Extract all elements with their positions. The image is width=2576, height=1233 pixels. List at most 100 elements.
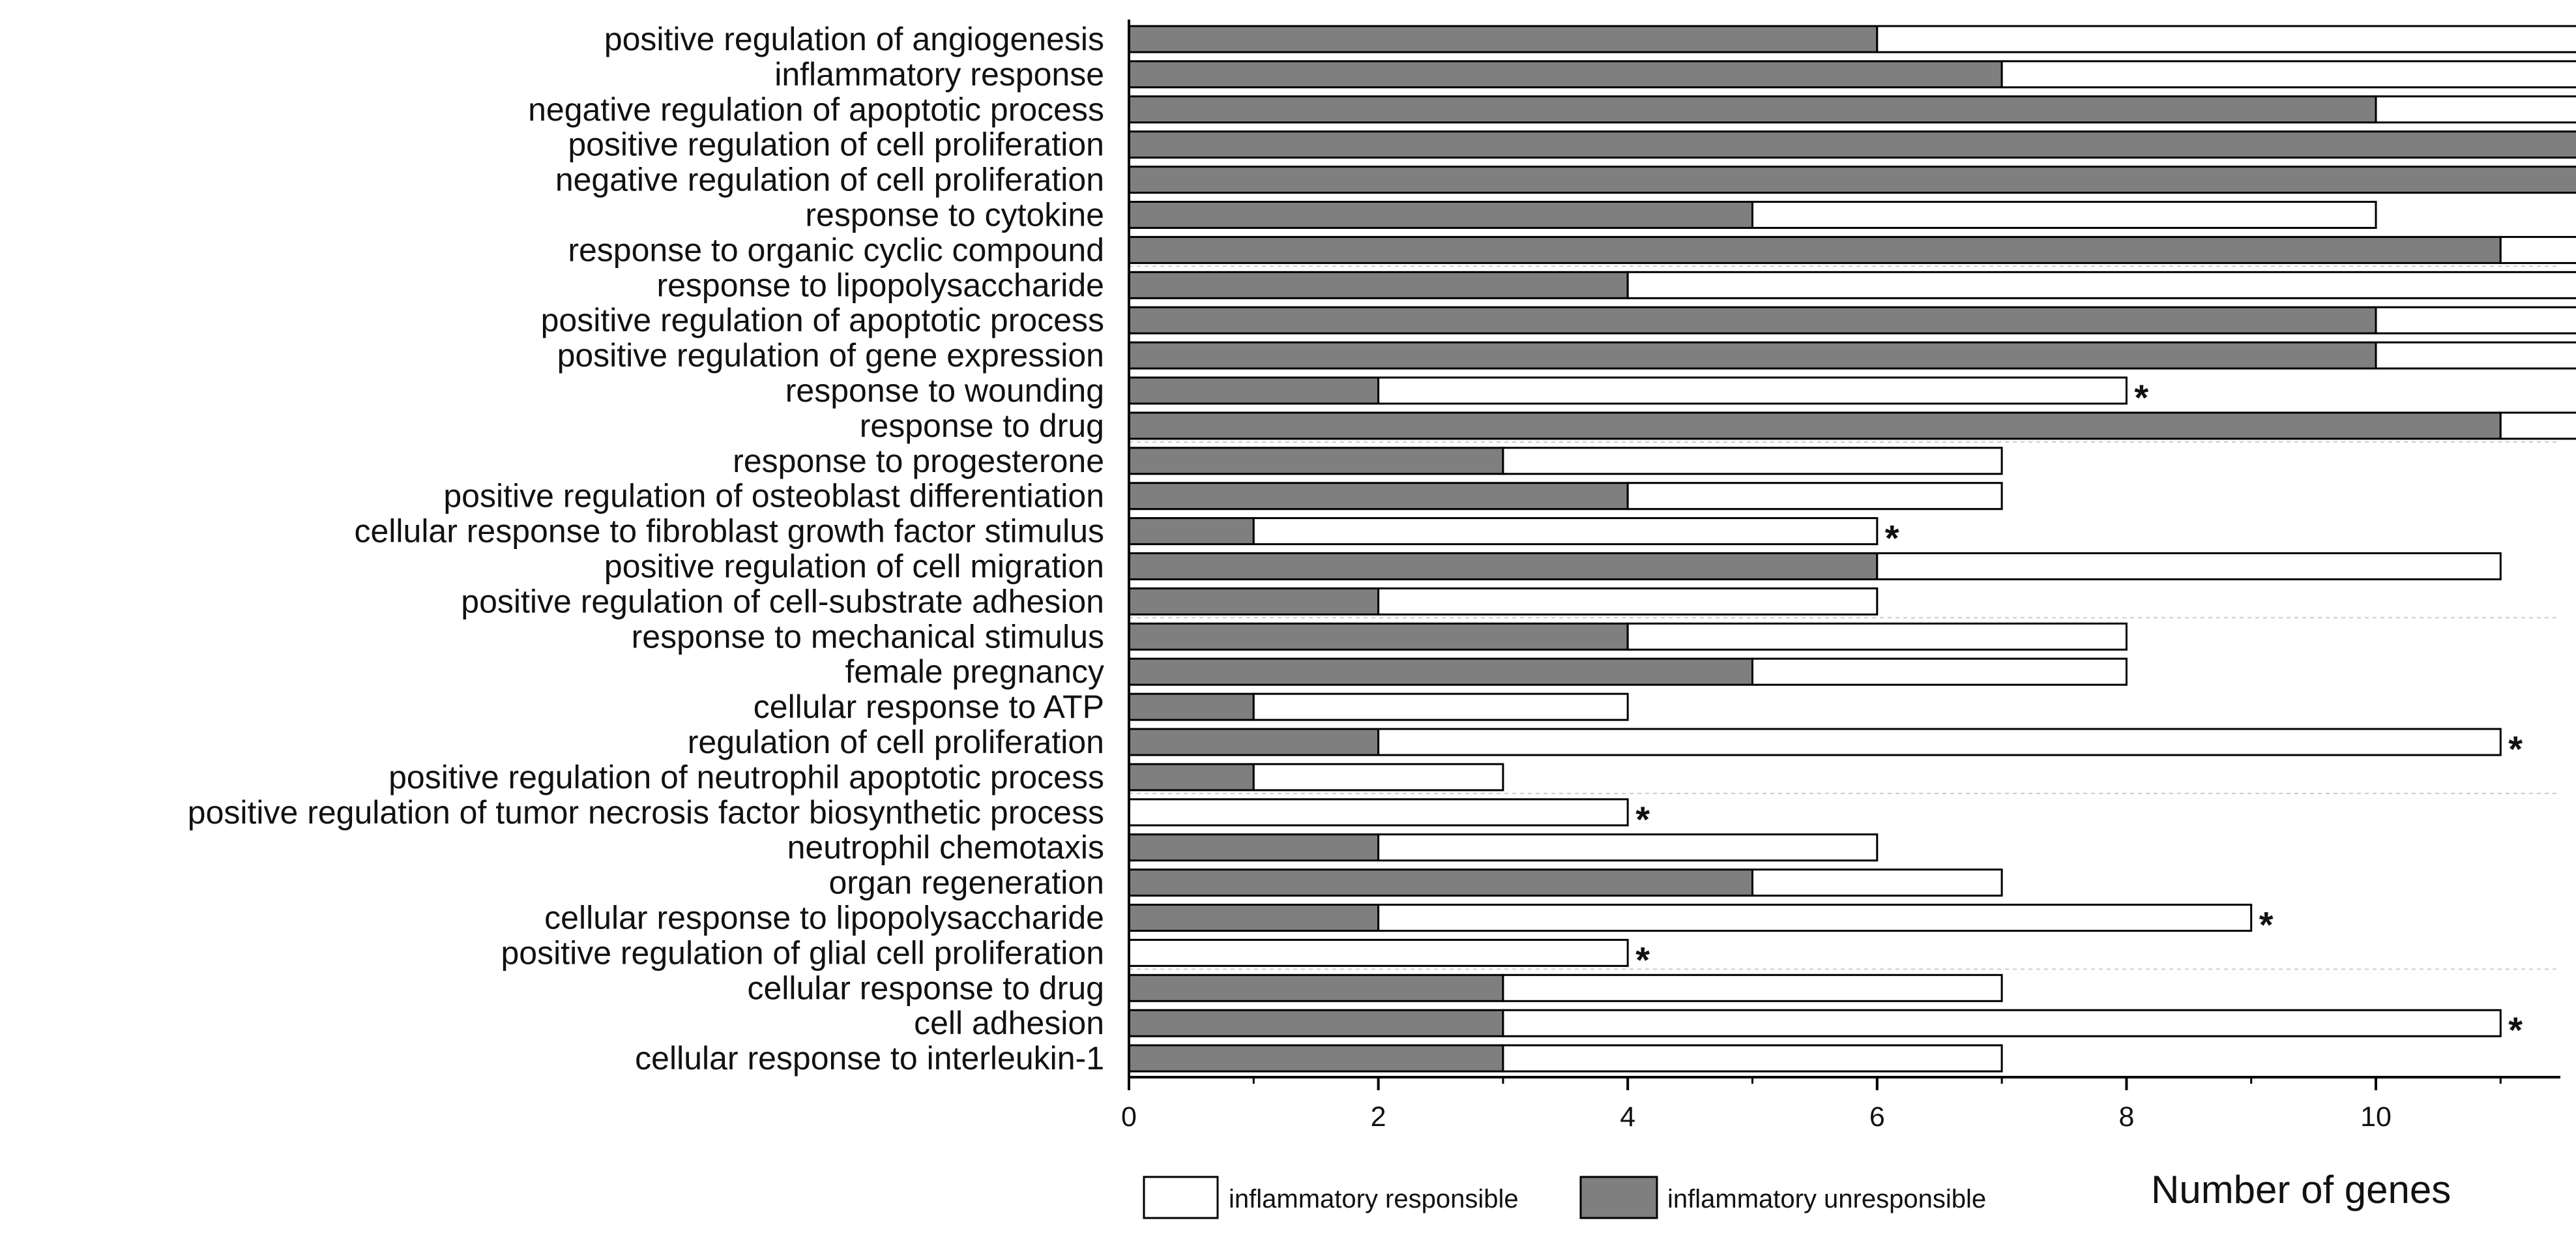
bar-unresponsible	[1128, 376, 1380, 405]
category-label: cellular response to fibroblast growth f…	[354, 513, 1104, 550]
x-tick-label: 6	[1869, 1101, 1885, 1133]
bar-responsible	[1377, 904, 2253, 932]
axes: 0246810121416182022	[1121, 20, 2560, 1133]
x-tick-label: 2	[1371, 1101, 1386, 1133]
category-label: cellular response to lipopolysaccharide	[544, 900, 1104, 936]
bar-responsible	[1626, 622, 2128, 651]
bar-unresponsible	[1128, 728, 1380, 756]
bar-responsible	[2375, 341, 2576, 370]
legend-label-unresponsible: inflammatory unresponsible	[1667, 1185, 1986, 1213]
category-label: regulation of cell proliferation	[688, 724, 1104, 760]
legend: inflammatory responsible inflammatory un…	[1143, 1176, 1986, 1219]
bar-responsible	[1128, 938, 1629, 967]
category-label: cell adhesion	[914, 1005, 1104, 1041]
bar-unresponsible	[1128, 60, 2003, 89]
bar-responsible	[1751, 201, 2377, 229]
bar-unresponsible	[1128, 904, 1380, 932]
bar-unresponsible	[1128, 833, 1380, 862]
bar-unresponsible	[1128, 411, 2502, 440]
bar-unresponsible	[1128, 692, 1255, 721]
significance-star: *	[2134, 377, 2148, 418]
category-label: response to wounding	[785, 372, 1104, 409]
category-label: positive regulation of angiogenesis	[604, 21, 1104, 57]
bar-unresponsible	[1128, 271, 1629, 299]
bar-responsible	[1252, 692, 1629, 721]
category-label: positive regulation of gene expression	[557, 337, 1104, 374]
bar-responsible	[1876, 25, 2576, 53]
bar-responsible	[1252, 517, 1879, 546]
bar-responsible	[1751, 657, 2128, 686]
significance-star: *	[1885, 518, 1899, 559]
x-tick-label: 0	[1121, 1101, 1137, 1133]
category-labels: positive regulation of angiogenesisinfla…	[188, 21, 1104, 1077]
bar-unresponsible	[1128, 869, 1753, 897]
category-label: neutrophil chemotaxis	[787, 829, 1104, 866]
significance-star: *	[2259, 904, 2274, 945]
x-axis-title: Number of genes	[2151, 1168, 2451, 1211]
bar-unresponsible	[1128, 235, 2502, 264]
legend-swatch-unresponsible	[1579, 1176, 1658, 1219]
bar-unresponsible	[1128, 1009, 1504, 1037]
category-label: organ regeneration	[828, 865, 1104, 901]
category-label: positive regulation of glial cell prolif…	[501, 934, 1104, 971]
bar-responsible	[1502, 1009, 2502, 1037]
category-label: response to organic cyclic compound	[568, 231, 1104, 268]
bar-unresponsible	[1128, 166, 2576, 194]
category-label: negative regulation of cell proliferatio…	[555, 162, 1104, 198]
x-tick-label: 4	[1620, 1101, 1635, 1133]
bar-unresponsible	[1128, 482, 1629, 511]
bar-responsible	[2375, 306, 2576, 334]
category-label: positive regulation of apoptotic process	[541, 302, 1104, 338]
significance-star: *	[1635, 799, 1650, 840]
bar-responsible	[1377, 376, 2128, 405]
bar-unresponsible	[1128, 657, 1753, 686]
bar-responsible	[1377, 587, 1879, 616]
bar-unresponsible	[1128, 95, 2377, 124]
bar-responsible	[2000, 60, 2576, 89]
bar-unresponsible	[1128, 1044, 1504, 1073]
bar-unresponsible	[1128, 763, 1255, 792]
category-label: positive regulation of cell migration	[604, 548, 1104, 585]
bar-responsible	[1751, 869, 2003, 897]
significance-star: *	[1635, 939, 1650, 980]
category-label: female pregnancy	[845, 653, 1104, 690]
bar-responsible	[1502, 973, 2003, 1002]
bar-unresponsible	[1128, 447, 1504, 475]
bar-responsible	[2499, 235, 2576, 264]
bar-unresponsible	[1128, 130, 2576, 159]
bar-responsible	[1252, 763, 1504, 792]
bars	[1128, 25, 2576, 1073]
category-label: inflammatory response	[774, 56, 1104, 93]
bar-responsible	[2499, 411, 2576, 440]
category-label: negative regulation of apoptotic process	[528, 91, 1104, 128]
bar-unresponsible	[1128, 341, 2377, 370]
bar-unresponsible	[1128, 25, 1879, 53]
bar-responsible	[1502, 447, 2003, 475]
bar-responsible	[1128, 798, 1629, 827]
legend-label-responsible: inflammatory responsible	[1229, 1185, 1519, 1213]
legend-swatch-responsible	[1143, 1176, 1219, 1219]
category-label: response to mechanical stimulus	[632, 618, 1104, 655]
significance-star: *	[2508, 728, 2523, 769]
category-label: cellular response to interleukin-1	[635, 1040, 1104, 1077]
category-label: positive regulation of cell proliferatio…	[568, 126, 1104, 163]
category-label: positive regulation of cell-substrate ad…	[461, 583, 1104, 619]
bar-responsible	[2375, 95, 2576, 124]
x-tick-label: 8	[2118, 1101, 2134, 1133]
significance-markers: ***********	[1635, 377, 2523, 1050]
bar-unresponsible	[1128, 973, 1504, 1002]
category-label: response to progesterone	[733, 443, 1104, 479]
category-label: positive regulation of osteoblast differ…	[443, 478, 1104, 514]
bar-unresponsible	[1128, 306, 2377, 334]
bar-unresponsible	[1128, 587, 1380, 616]
bar-responsible	[1876, 552, 2502, 580]
category-label: response to cytokine	[805, 197, 1104, 233]
bar-unresponsible	[1128, 201, 1753, 229]
category-label: positive regulation of neutrophil apopto…	[388, 759, 1104, 795]
bar-unresponsible	[1128, 552, 1879, 580]
significance-star: *	[2508, 1009, 2523, 1050]
bar-responsible	[1502, 1044, 2003, 1073]
category-label: cellular response to drug	[747, 970, 1104, 1006]
bar-responsible	[1377, 728, 2502, 756]
bar-responsible	[1626, 271, 2576, 299]
